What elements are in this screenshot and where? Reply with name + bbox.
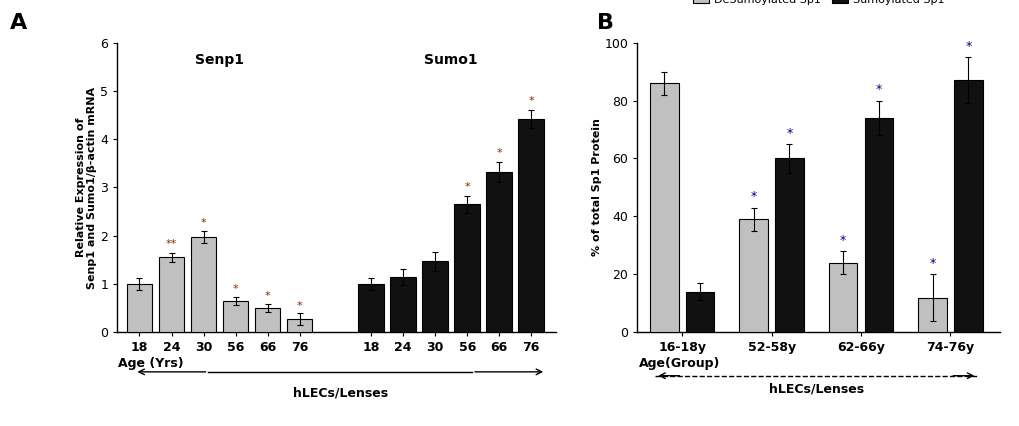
Text: *: * xyxy=(201,218,206,228)
Text: *: * xyxy=(840,234,846,247)
Bar xyxy=(685,292,713,332)
Text: Senp1: Senp1 xyxy=(195,53,244,67)
Text: *: * xyxy=(464,182,470,192)
Bar xyxy=(864,118,893,332)
Text: **: ** xyxy=(166,239,177,249)
Bar xyxy=(126,284,152,332)
Text: *: * xyxy=(265,291,270,301)
Text: B: B xyxy=(596,13,613,33)
Bar xyxy=(518,119,543,332)
Bar xyxy=(358,284,383,332)
Text: Age(Group): Age(Group) xyxy=(639,357,720,370)
Bar xyxy=(191,237,216,332)
Bar xyxy=(774,158,803,332)
Text: A: A xyxy=(10,13,28,33)
Bar xyxy=(222,301,249,332)
Bar xyxy=(828,263,857,332)
Text: *: * xyxy=(297,301,303,311)
Text: hLECs/Lenses: hLECs/Lenses xyxy=(292,386,387,399)
Text: *: * xyxy=(528,96,534,106)
Bar xyxy=(159,257,184,332)
Text: *: * xyxy=(875,83,881,96)
Text: *: * xyxy=(496,149,501,158)
Text: Sumo1: Sumo1 xyxy=(424,53,478,67)
Text: *: * xyxy=(232,284,238,294)
Bar xyxy=(453,204,480,332)
Text: *: * xyxy=(928,257,934,270)
Bar xyxy=(739,219,767,332)
Text: *: * xyxy=(786,127,792,140)
Bar xyxy=(255,308,280,332)
Legend: DeSumoylated Sp1, Sumoylated Sp1: DeSumoylated Sp1, Sumoylated Sp1 xyxy=(688,0,948,9)
Bar xyxy=(649,83,678,332)
Bar xyxy=(917,297,946,332)
Bar xyxy=(486,172,512,332)
Text: hLECs/Lenses: hLECs/Lenses xyxy=(768,383,863,396)
Y-axis label: % of total Sp1 Protein: % of total Sp1 Protein xyxy=(591,118,601,256)
Y-axis label: Relative Expression of
Senp1 and Sumo1/β-actin mRNA: Relative Expression of Senp1 and Sumo1/β… xyxy=(75,86,98,288)
Text: Age (Yrs): Age (Yrs) xyxy=(117,357,183,370)
Text: *: * xyxy=(750,190,756,203)
Bar xyxy=(390,277,416,332)
Bar xyxy=(422,261,447,332)
Bar xyxy=(953,80,981,332)
Bar xyxy=(286,319,312,332)
Text: *: * xyxy=(964,40,970,53)
